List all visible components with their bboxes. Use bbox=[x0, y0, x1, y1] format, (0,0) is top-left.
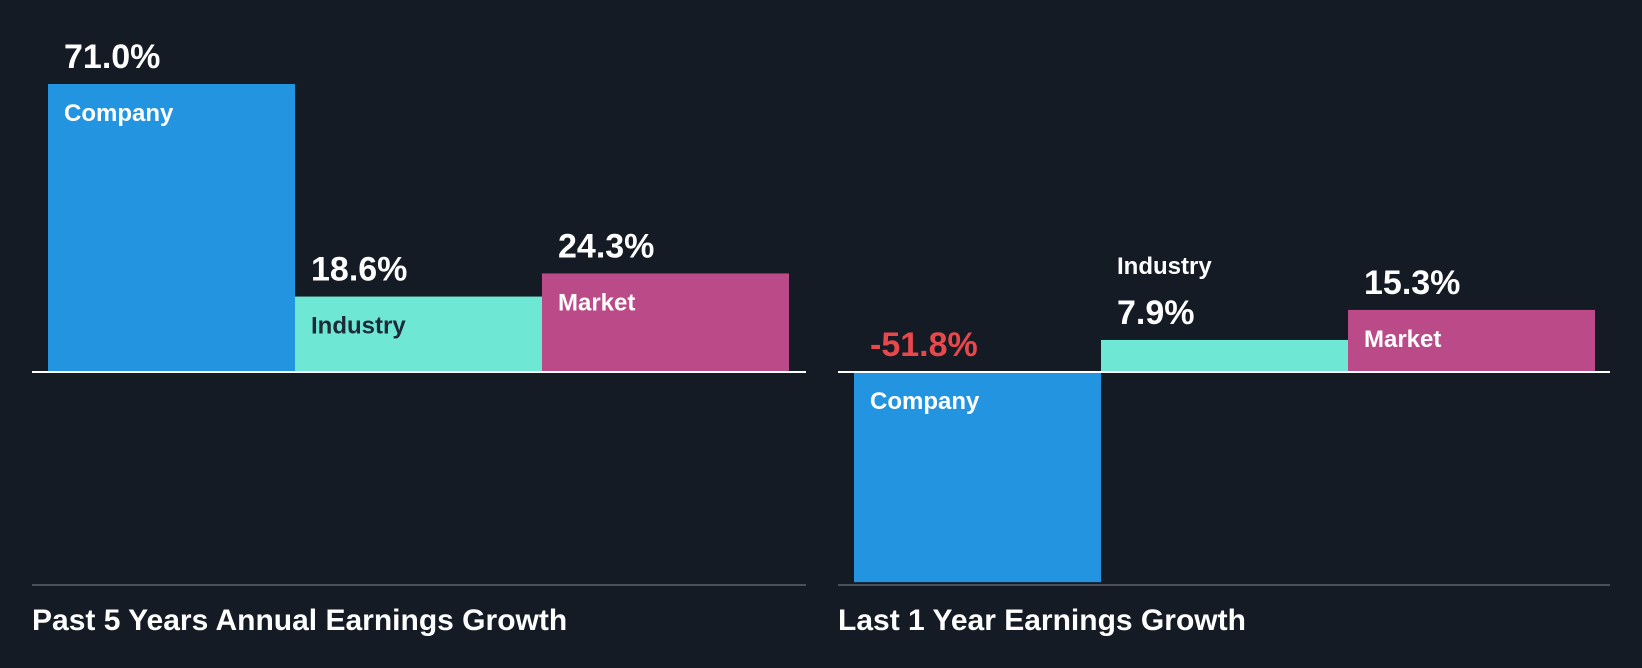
bar-company-past-5-years bbox=[48, 84, 295, 372]
bar-company-last-1-year bbox=[854, 372, 1101, 583]
category-label-company-past-5-years: Company bbox=[64, 100, 174, 127]
value-label-market-last-1-year: 15.3% bbox=[1364, 264, 1460, 302]
category-label-industry-past-5-years: Industry bbox=[311, 313, 406, 340]
bar-market-past-5-years bbox=[542, 273, 789, 372]
value-label-industry-past-5-years: 18.6% bbox=[311, 251, 407, 289]
value-label-company-last-1-year: -51.8% bbox=[870, 326, 978, 364]
category-label-company-last-1-year: Company bbox=[870, 388, 980, 415]
bar-market-last-1-year bbox=[1348, 309, 1595, 372]
value-label-industry-last-1-year: 7.9% bbox=[1117, 294, 1195, 332]
chart-title-past-5-years: Past 5 Years Annual Earnings Growth bbox=[32, 604, 568, 637]
bar-industry-last-1-year bbox=[1101, 339, 1348, 372]
category-label-market-past-5-years: Market bbox=[558, 289, 635, 316]
bar-industry-past-5-years bbox=[295, 296, 542, 372]
category-label-market-last-1-year: Market bbox=[1364, 326, 1441, 353]
value-label-company-past-5-years: 71.0% bbox=[64, 38, 160, 76]
value-label-market-past-5-years: 24.3% bbox=[558, 227, 654, 265]
chart-title-last-1-year: Last 1 Year Earnings Growth bbox=[838, 604, 1246, 637]
category-label-industry-last-1-year: Industry bbox=[1117, 253, 1212, 280]
